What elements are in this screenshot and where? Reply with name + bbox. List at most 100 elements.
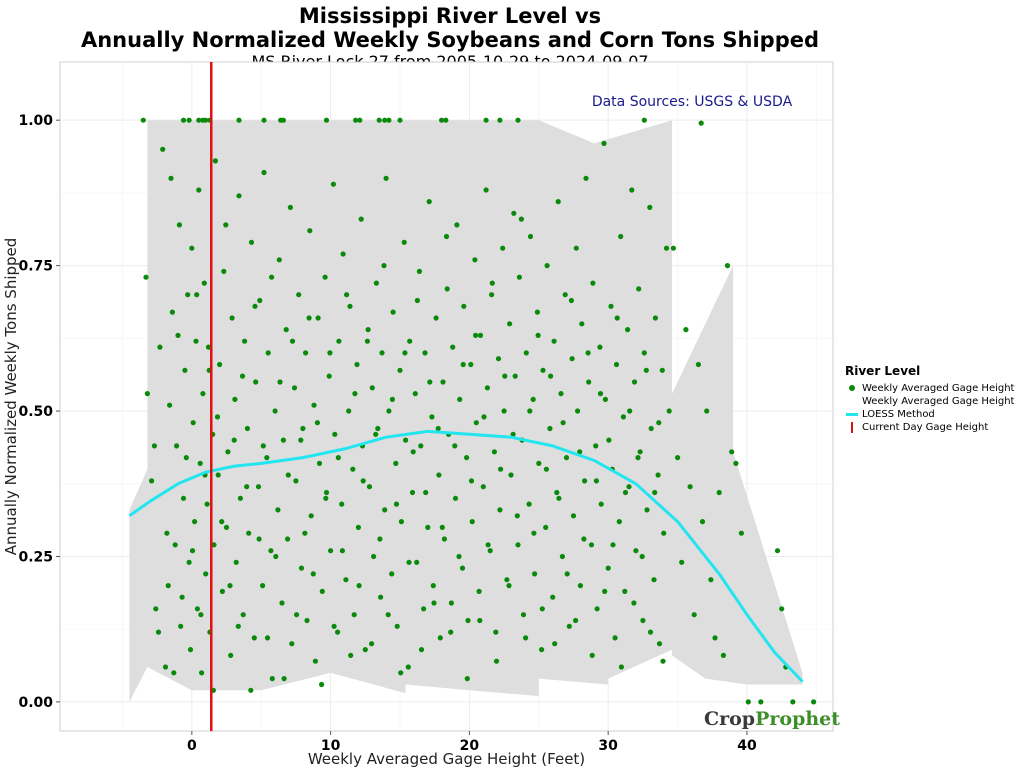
data-point	[414, 559, 420, 565]
data-point	[651, 577, 657, 583]
data-point	[656, 641, 663, 647]
data-point	[182, 367, 188, 373]
data-point	[454, 222, 460, 228]
data-point	[300, 425, 306, 432]
data-point	[175, 332, 181, 338]
data-point	[430, 583, 436, 589]
data-point	[369, 385, 375, 391]
data-point	[196, 117, 202, 123]
data-point	[256, 536, 262, 542]
data-point	[306, 315, 312, 321]
data-point	[426, 199, 432, 205]
data-point	[590, 280, 596, 286]
data-point	[260, 583, 266, 589]
data-point	[520, 612, 527, 618]
data-point	[570, 513, 577, 519]
data-point	[626, 484, 632, 490]
data-point	[507, 321, 513, 327]
logo-part2: Prophet	[755, 708, 841, 730]
data-point	[464, 676, 470, 682]
data-point	[666, 408, 672, 414]
data-point	[431, 600, 437, 606]
data-point	[443, 233, 450, 240]
data-point	[389, 571, 395, 577]
data-point	[199, 670, 205, 676]
data-point	[506, 583, 512, 589]
data-point	[219, 588, 225, 595]
data-point	[531, 530, 537, 536]
data-point	[344, 292, 350, 298]
data-point	[593, 478, 600, 484]
data-point	[390, 309, 396, 315]
data-point	[186, 117, 192, 123]
data-point	[225, 449, 231, 455]
data-point	[501, 408, 507, 414]
data-point	[237, 495, 243, 501]
data-point	[508, 472, 514, 478]
data-point	[214, 414, 221, 420]
data-point	[346, 408, 352, 414]
data-point	[155, 629, 162, 635]
data-point	[639, 553, 645, 560]
data-point	[582, 478, 588, 484]
confidence-band	[129, 120, 803, 702]
data-point	[394, 623, 400, 629]
data-point	[169, 309, 175, 315]
data-point	[211, 542, 217, 548]
data-point	[448, 629, 454, 635]
data-point	[515, 117, 521, 123]
data-point	[433, 315, 439, 321]
data-point	[473, 332, 479, 338]
legend-title: River Level	[845, 364, 921, 378]
data-point	[500, 245, 506, 251]
data-point	[371, 553, 377, 560]
data-point	[443, 117, 449, 123]
data-point	[255, 484, 262, 490]
data-point	[151, 443, 157, 449]
scatter-chart: 0.00 0.25 0.50 0.75 1.00 0 10 20 30 40 Weekly Aver…	[2, 61, 834, 768]
data-point	[192, 519, 198, 525]
data-point	[343, 577, 349, 583]
y-axis-title: Annually Normalized Weekly Tons Shipped	[2, 238, 20, 556]
data-point	[535, 332, 541, 338]
y-tick-label: 0.25	[18, 549, 53, 565]
data-point	[568, 297, 575, 304]
data-point	[352, 391, 358, 397]
data-point	[695, 361, 702, 368]
data-point	[540, 367, 546, 373]
data-point	[172, 542, 178, 548]
data-point	[354, 361, 360, 368]
data-point	[613, 361, 620, 368]
data-point	[588, 542, 595, 548]
data-point	[149, 478, 155, 484]
data-point	[602, 396, 609, 402]
data-point	[360, 478, 366, 484]
data-point	[189, 245, 195, 251]
data-point	[612, 635, 618, 641]
data-point	[272, 408, 278, 414]
data-point	[543, 524, 549, 531]
data-point	[663, 245, 670, 251]
legend-line-icon	[845, 408, 859, 421]
y-tick-label: 0.00	[18, 695, 53, 711]
data-point	[289, 641, 295, 647]
data-point	[527, 233, 534, 240]
data-point	[311, 402, 317, 408]
data-point	[310, 571, 316, 577]
data-point	[523, 350, 529, 356]
data-point	[441, 536, 447, 542]
data-point	[201, 280, 207, 286]
data-point	[268, 548, 274, 554]
data-point	[583, 175, 589, 181]
data-point	[779, 606, 785, 612]
data-point	[298, 437, 304, 443]
data-point	[652, 315, 659, 321]
data-point	[347, 303, 353, 309]
legend-label: Weekly Averaged Gage Height	[862, 383, 1015, 394]
data-point	[336, 338, 342, 344]
data-point	[440, 379, 446, 385]
data-point	[203, 571, 209, 577]
data-point	[140, 117, 146, 123]
data-point	[597, 344, 603, 350]
data-point	[316, 460, 323, 466]
